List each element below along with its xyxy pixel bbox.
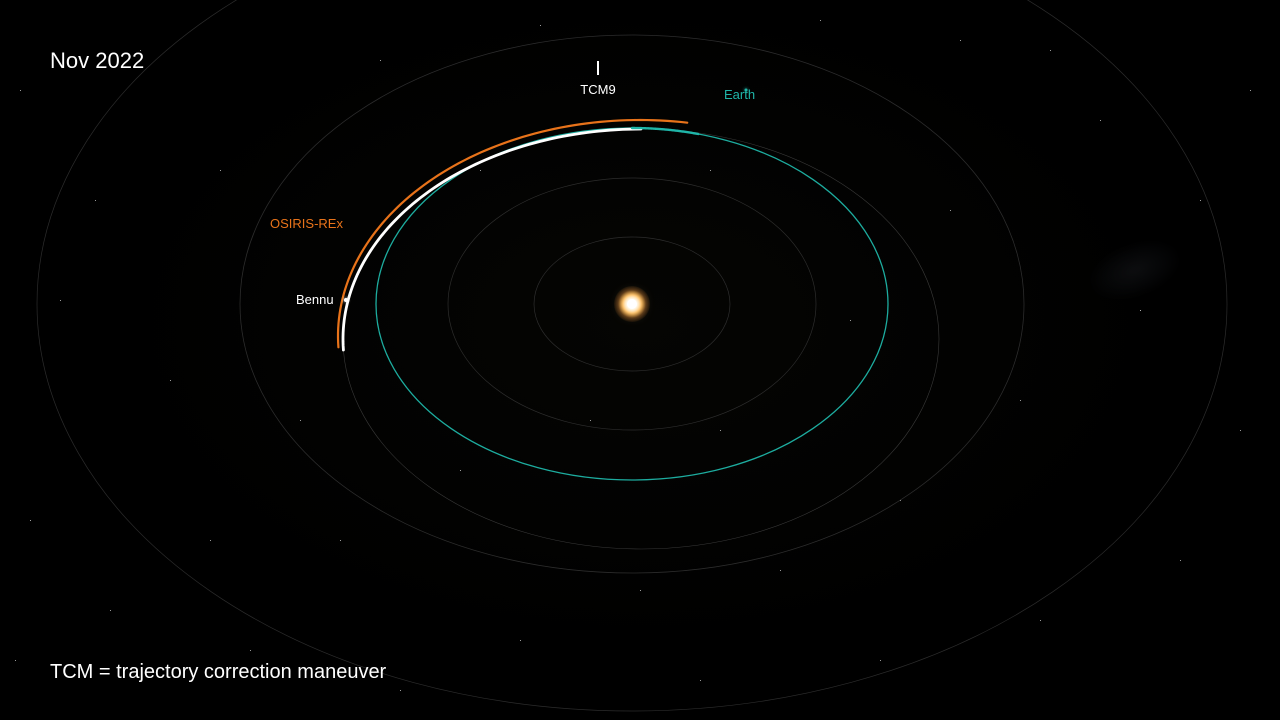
tcm-label: TCM9 <box>580 82 615 97</box>
orbits-svg <box>0 0 1280 720</box>
sun-core <box>627 299 637 309</box>
bennu-label: Bennu <box>296 292 334 307</box>
earth-label: Earth <box>724 87 755 102</box>
osiris-label: OSIRIS-REx <box>270 216 343 231</box>
date-label: Nov 2022 <box>50 48 144 74</box>
caption-label: TCM = trajectory correction maneuver <box>50 661 386 684</box>
bennu-dot <box>344 298 348 302</box>
tcm-tick-marker <box>597 61 599 75</box>
